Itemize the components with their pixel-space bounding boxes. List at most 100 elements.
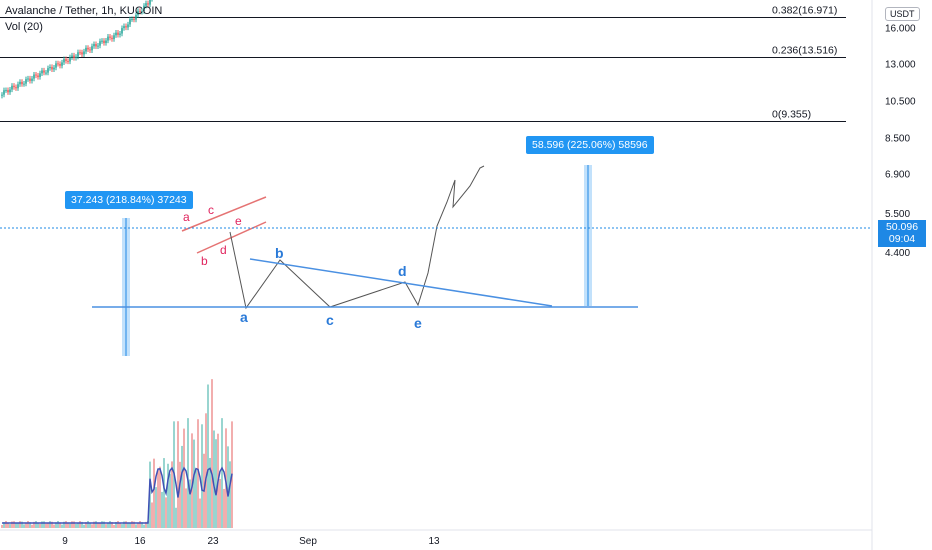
candle-body — [35, 74, 37, 76]
last-price-badge: 50.096 09:04 — [878, 220, 926, 247]
symbol-title[interactable]: Avalanche / Tether, 1h, KUCOIN — [5, 5, 163, 17]
volume-bars — [1, 379, 233, 528]
candle-body — [61, 62, 63, 66]
candle-body — [3, 90, 5, 95]
volume-bar — [143, 524, 145, 528]
volume-bar — [197, 419, 199, 528]
time-tick-label: 16 — [134, 536, 146, 547]
candle-body — [99, 41, 101, 46]
measure-label-1[interactable]: 37.243 (218.84%) 37243 — [65, 191, 193, 209]
volume-bar — [63, 521, 65, 528]
volume-bar — [57, 521, 59, 528]
candle-body — [79, 52, 81, 54]
volume-bar — [99, 523, 101, 528]
volume-bar — [35, 521, 37, 528]
currency-badge[interactable]: USDT — [885, 7, 920, 21]
price-tick-label: 5.500 — [885, 209, 910, 220]
volume-bar — [55, 522, 57, 528]
candle-body — [119, 33, 121, 35]
volume-bar — [13, 521, 15, 528]
volume-bar — [51, 521, 53, 528]
candle-body — [83, 51, 85, 55]
volume-bar — [155, 487, 157, 528]
candle-body — [31, 78, 33, 81]
volume-bar — [3, 522, 5, 528]
volume-bar — [209, 457, 211, 528]
candle-body — [29, 78, 31, 81]
volume-bar — [113, 524, 115, 528]
candle-body — [117, 32, 119, 35]
last-price-countdown: 09:04 — [888, 233, 916, 245]
candle-body — [105, 40, 107, 44]
last-price-value: 50.096 — [885, 221, 919, 233]
volume-bar — [161, 491, 163, 528]
volume-bar — [73, 521, 75, 528]
candle-body — [47, 68, 49, 73]
volume-ma-line — [2, 466, 233, 524]
volume-bar — [167, 463, 169, 528]
fib-label: 0.382(16.971) — [772, 5, 837, 17]
volume-bar — [111, 522, 113, 528]
triangle-upper-trendline[interactable] — [249, 258, 553, 307]
volume-bar — [37, 522, 39, 528]
volume-indicator-label[interactable]: Vol (20) — [5, 21, 43, 33]
volume-bar — [83, 524, 85, 528]
candle-body — [43, 70, 45, 73]
price-tick-label: 6.900 — [885, 170, 910, 181]
candle-body — [129, 19, 131, 25]
price-tick-label: 8.500 — [885, 133, 910, 144]
candle-body — [89, 49, 91, 51]
candle-body — [141, 11, 143, 13]
candle-body — [139, 10, 141, 12]
volume-bar — [79, 521, 81, 528]
time-tick-label: Sep — [299, 536, 317, 547]
volume-bar — [139, 521, 141, 528]
candle-body — [93, 44, 95, 47]
volume-bar — [129, 523, 131, 528]
volume-bar — [33, 521, 35, 528]
volume-bar — [169, 473, 171, 528]
volume-bar — [91, 524, 93, 528]
volume-bar — [211, 379, 213, 528]
volume-bar — [49, 521, 51, 528]
time-tick-label: 23 — [207, 536, 219, 547]
candle-body — [107, 36, 109, 41]
candle-body — [123, 26, 125, 29]
wave-large-d: d — [398, 263, 407, 279]
candle-body — [125, 26, 127, 28]
price-axis[interactable]: 16.000 13.000 10.500 8.500 6.900 5.500 4.400 — [885, 23, 916, 259]
volume-bar — [21, 521, 23, 528]
time-axis[interactable]: 9 16 23 Sep 13 — [62, 536, 440, 547]
candle-body — [67, 61, 69, 63]
volume-bar — [141, 522, 143, 528]
wedge-upper-line[interactable] — [181, 196, 267, 232]
measure-label-2[interactable]: 58.596 (225.06%) 58596 — [526, 136, 654, 154]
volume-bar — [101, 521, 103, 528]
candle-body — [133, 18, 135, 20]
volume-bar — [157, 469, 159, 528]
price-tick-label: 16.000 — [885, 23, 916, 34]
volume-bar — [165, 497, 167, 528]
candle-body — [149, 0, 151, 5]
candle-body — [15, 87, 17, 89]
candle-body — [121, 28, 123, 34]
volume-bar — [189, 479, 191, 528]
candle-body — [37, 75, 39, 78]
volume-bar — [97, 523, 99, 528]
volume-bar — [45, 523, 47, 528]
candle-body — [73, 55, 75, 58]
volume-bar — [65, 521, 67, 528]
fibonacci-levels: 2.24(307.524)2(211.524)1.618(116.596)1.4… — [0, 5, 846, 122]
projection-path[interactable] — [229, 165, 485, 310]
volume-bar — [95, 521, 97, 528]
volume-bar — [17, 523, 19, 528]
candle-body — [115, 32, 117, 36]
volume-bar — [213, 430, 215, 528]
volume-bar — [27, 521, 29, 528]
wave-small-a: a — [183, 210, 190, 224]
volume-bar — [81, 521, 83, 528]
candle-body — [87, 47, 89, 50]
candle-body — [25, 79, 27, 84]
volume-bar — [5, 521, 7, 528]
